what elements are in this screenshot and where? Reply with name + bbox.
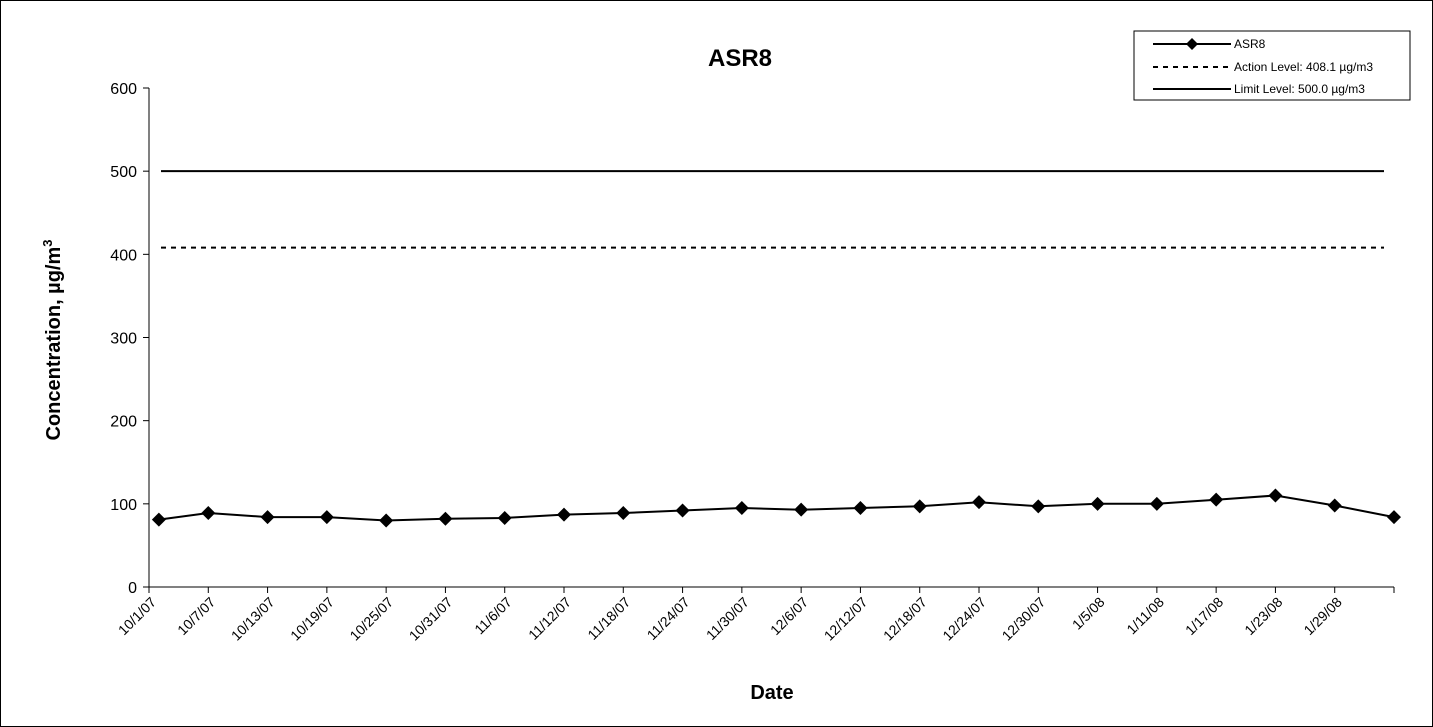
x-tick-label: 12/6/07	[767, 594, 811, 638]
y-tick-label: 200	[110, 414, 137, 431]
data-point-marker	[1149, 496, 1164, 511]
y-axis-title-superscript: 3	[40, 240, 55, 247]
y-tick-label: 0	[128, 580, 137, 597]
y-tick-label: 300	[110, 331, 137, 348]
data-point-marker	[1090, 496, 1105, 511]
data-point-marker	[912, 499, 927, 514]
x-tick-label: 11/18/07	[584, 594, 633, 643]
data-point-marker	[853, 500, 868, 515]
x-tick-label: 10/19/07	[287, 594, 337, 644]
legend-marker-diamond	[1186, 38, 1198, 50]
y-tick-label: 100	[110, 497, 137, 514]
legend-label-action-level: Action Level: 408.1 µg/m3	[1234, 60, 1373, 74]
data-point-marker	[151, 512, 166, 527]
y-tick-label: 400	[110, 247, 137, 264]
x-tick-label: 1/5/08	[1069, 594, 1108, 633]
chart-title: ASR8	[708, 45, 772, 72]
data-point-marker	[497, 510, 512, 525]
x-tick-label: 1/29/08	[1300, 594, 1344, 638]
x-tick-label: 10/13/07	[228, 594, 278, 644]
data-point-marker	[972, 495, 986, 510]
data-point-marker	[1209, 492, 1224, 507]
x-tick-label: 11/24/07	[644, 594, 693, 643]
x-tick-label: 12/12/07	[821, 594, 871, 644]
y-tick-label: 600	[110, 81, 137, 98]
x-tick-label: 10/31/07	[406, 594, 456, 644]
data-point-marker	[1387, 510, 1401, 525]
x-tick-label: 11/6/07	[471, 594, 515, 638]
data-point-marker	[319, 510, 334, 525]
series-line-asr8	[158, 494, 1395, 522]
data-point-marker	[734, 500, 749, 515]
y-tick-label: 500	[110, 164, 137, 181]
data-point-marker	[260, 510, 275, 525]
x-tick-label: 11/30/07	[703, 594, 752, 643]
plot-area: 0 100 200 300 400 500 600 10/1/07 10/7/07 10/13/0…	[110, 81, 1401, 644]
data-point-marker	[616, 505, 631, 520]
data-point-marker	[201, 505, 216, 520]
data-point-marker	[794, 502, 809, 517]
x-tick-label: 11/12/07	[525, 594, 574, 643]
x-tick-label: 12/24/07	[939, 594, 989, 644]
legend: ASR8 Action Level: 408.1 µg/m3 Limit Lev…	[1133, 30, 1411, 101]
y-axis-title-text: Concentration, µg/m	[43, 247, 65, 441]
x-tick-label: 10/1/07	[115, 594, 159, 638]
svg-text:Concentration, µg/m3: Concentration, µg/m3	[40, 240, 65, 441]
data-point-marker	[675, 503, 690, 518]
data-point-marker	[557, 507, 571, 522]
x-tick-label: 10/25/07	[346, 594, 396, 644]
x-tick-label: 1/23/08	[1241, 594, 1285, 638]
data-point-marker	[1031, 499, 1046, 514]
legend-label-series: ASR8	[1234, 37, 1266, 51]
x-tick-label: 12/30/07	[999, 594, 1049, 644]
x-axis-title: Date	[750, 682, 793, 704]
x-tick-label: 1/11/08	[1123, 594, 1167, 638]
x-tick-label: 1/17/08	[1182, 594, 1226, 638]
legend-label-limit-level: Limit Level: 500.0 µg/m3	[1234, 82, 1365, 96]
data-point-marker	[1327, 498, 1342, 513]
x-tick-label: 10/7/07	[174, 594, 218, 638]
data-point-marker	[379, 513, 394, 528]
data-point-marker	[438, 511, 453, 526]
y-axis-title: Concentration, µg/m3	[40, 240, 65, 441]
x-tick-label: 12/18/07	[880, 594, 930, 644]
data-point-marker	[1268, 488, 1283, 503]
